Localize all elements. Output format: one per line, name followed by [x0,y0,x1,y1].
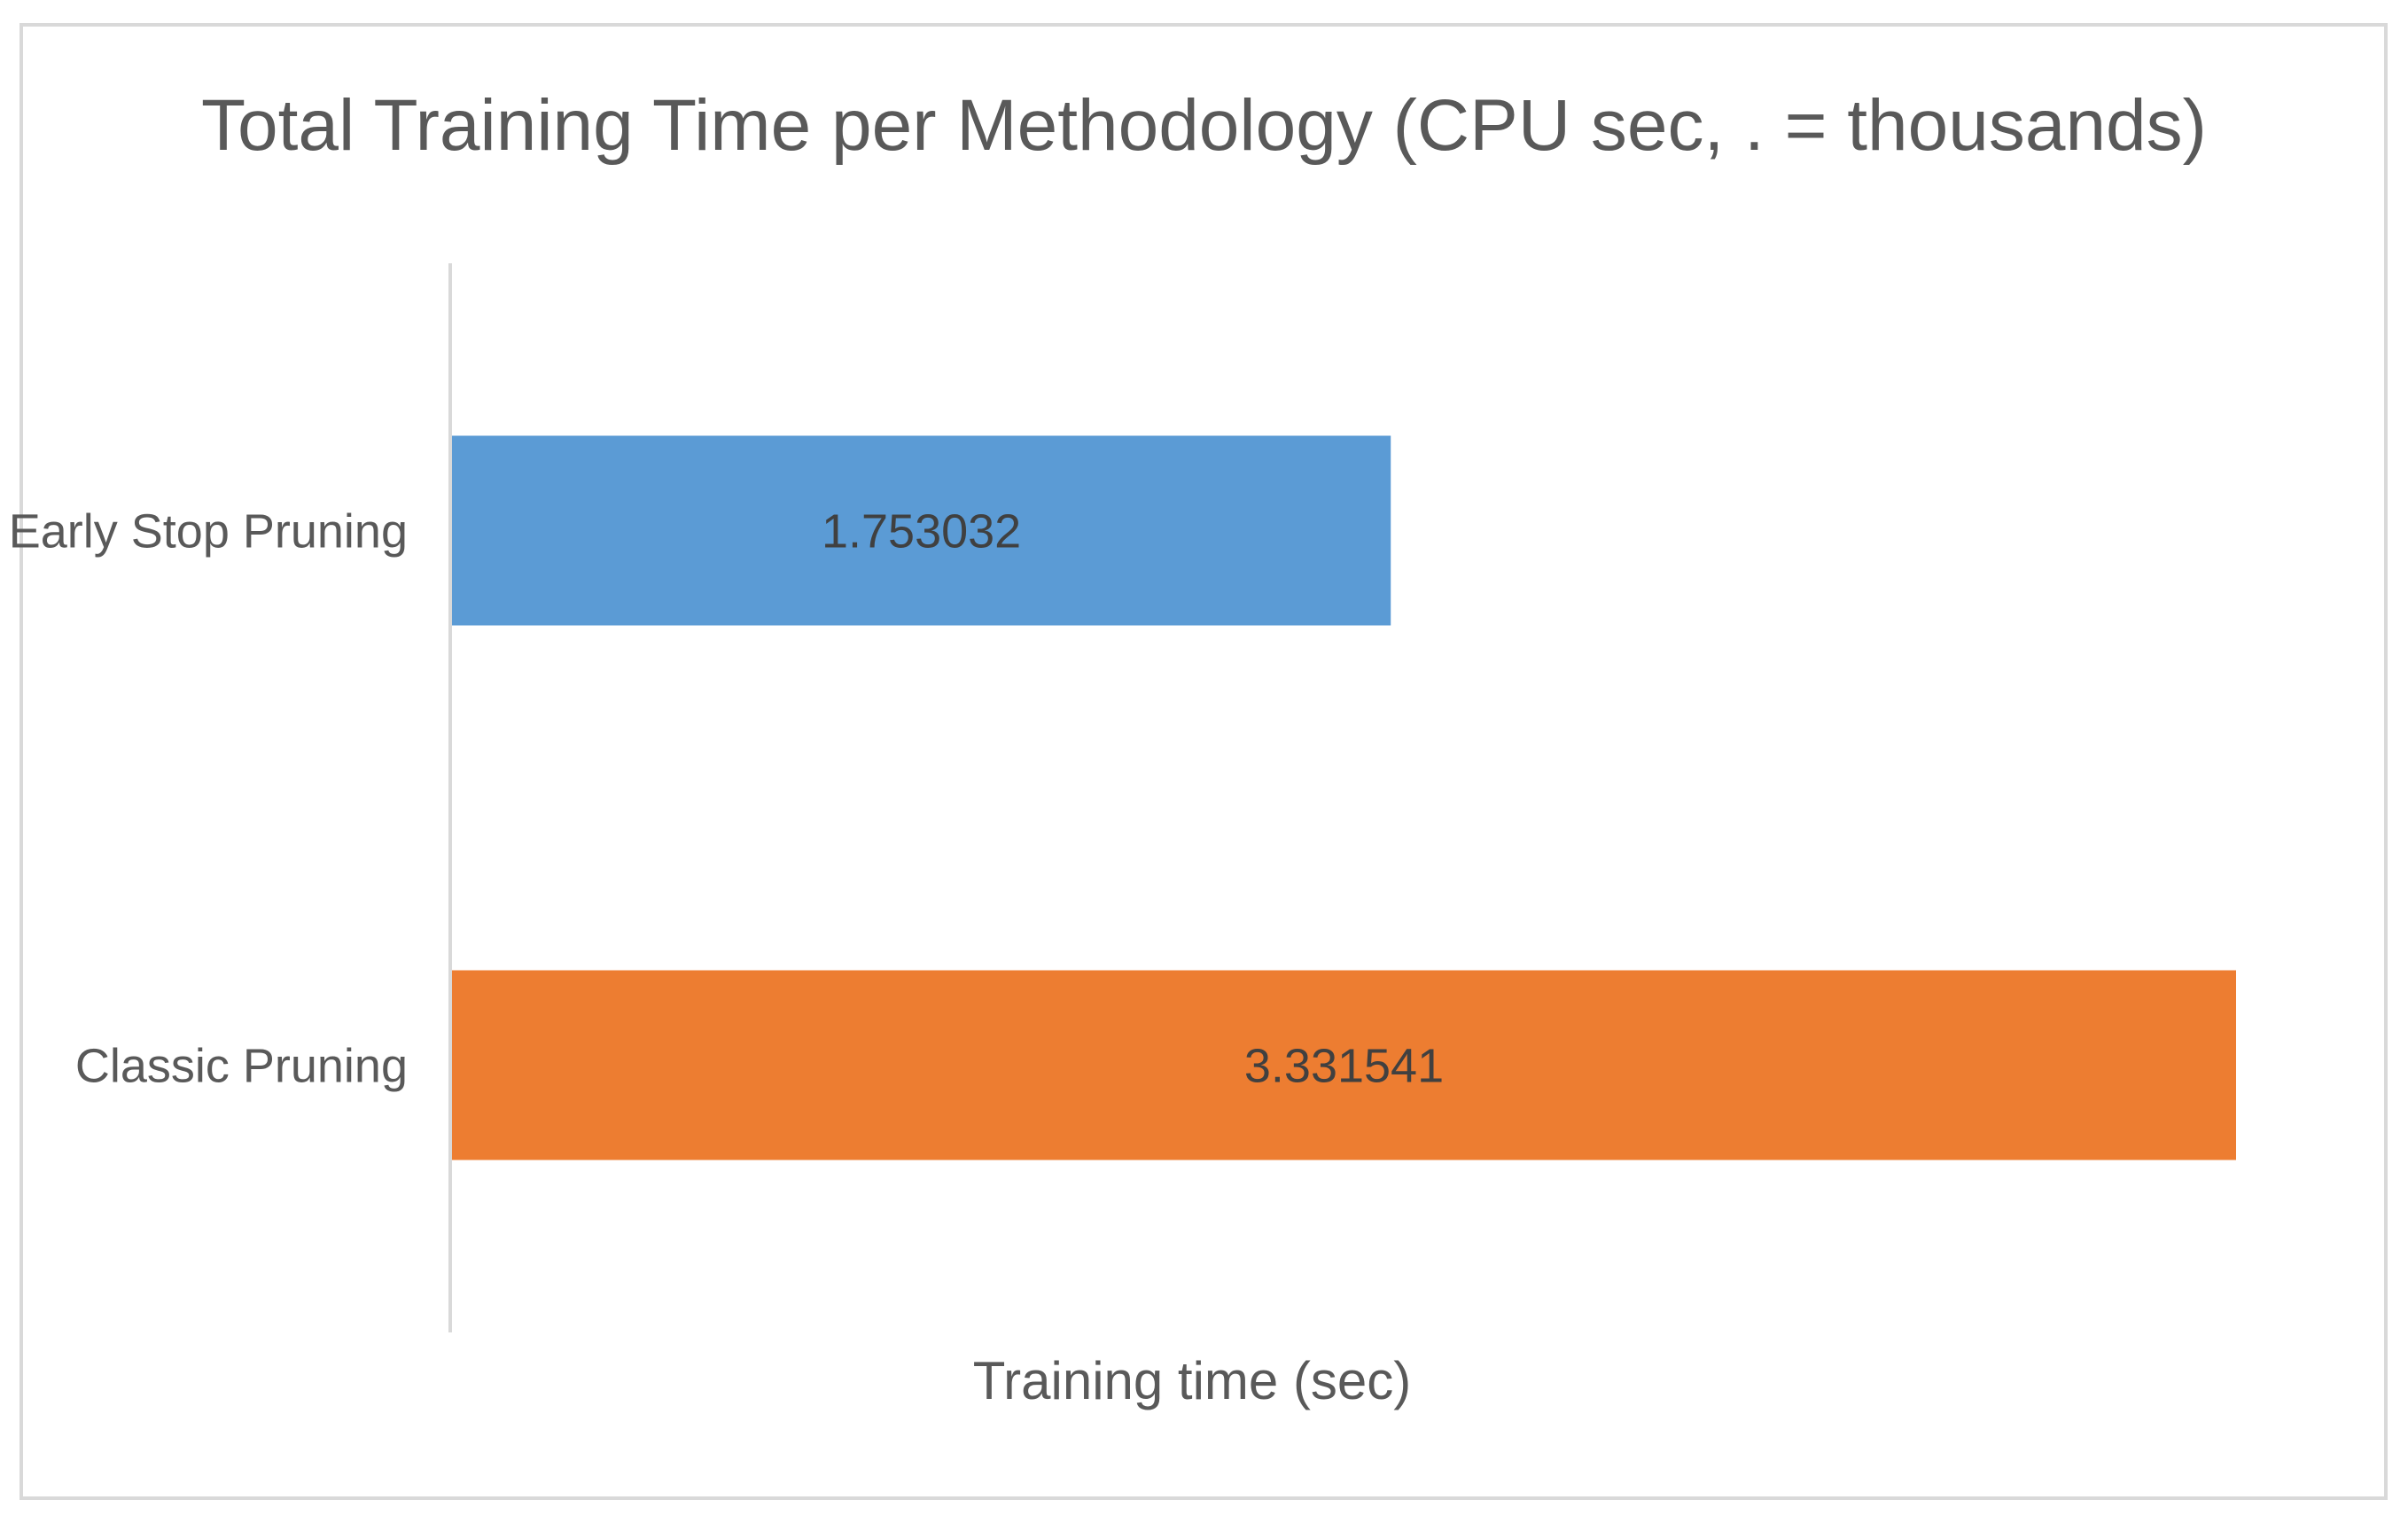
category-label: Early Stop Pruning [9,505,408,559]
chart-frame [19,23,2388,1500]
bars-layer: 1.753032 Early Stop Pruning 3.331541 Classi… [9,435,2236,1160]
bar-classic-pruning [452,970,2236,1160]
category-label: Classic Pruning [75,1040,408,1093]
x-axis-title: Training time (sec) [973,1351,1412,1410]
bar-early-stop-pruning [452,435,1391,626]
bar-value-label: 3.331541 [1244,1040,1444,1093]
chart-title: Total Training Time per Methodology (CPU… [201,85,2207,166]
bar-value-label: 1.753032 [822,505,1021,559]
